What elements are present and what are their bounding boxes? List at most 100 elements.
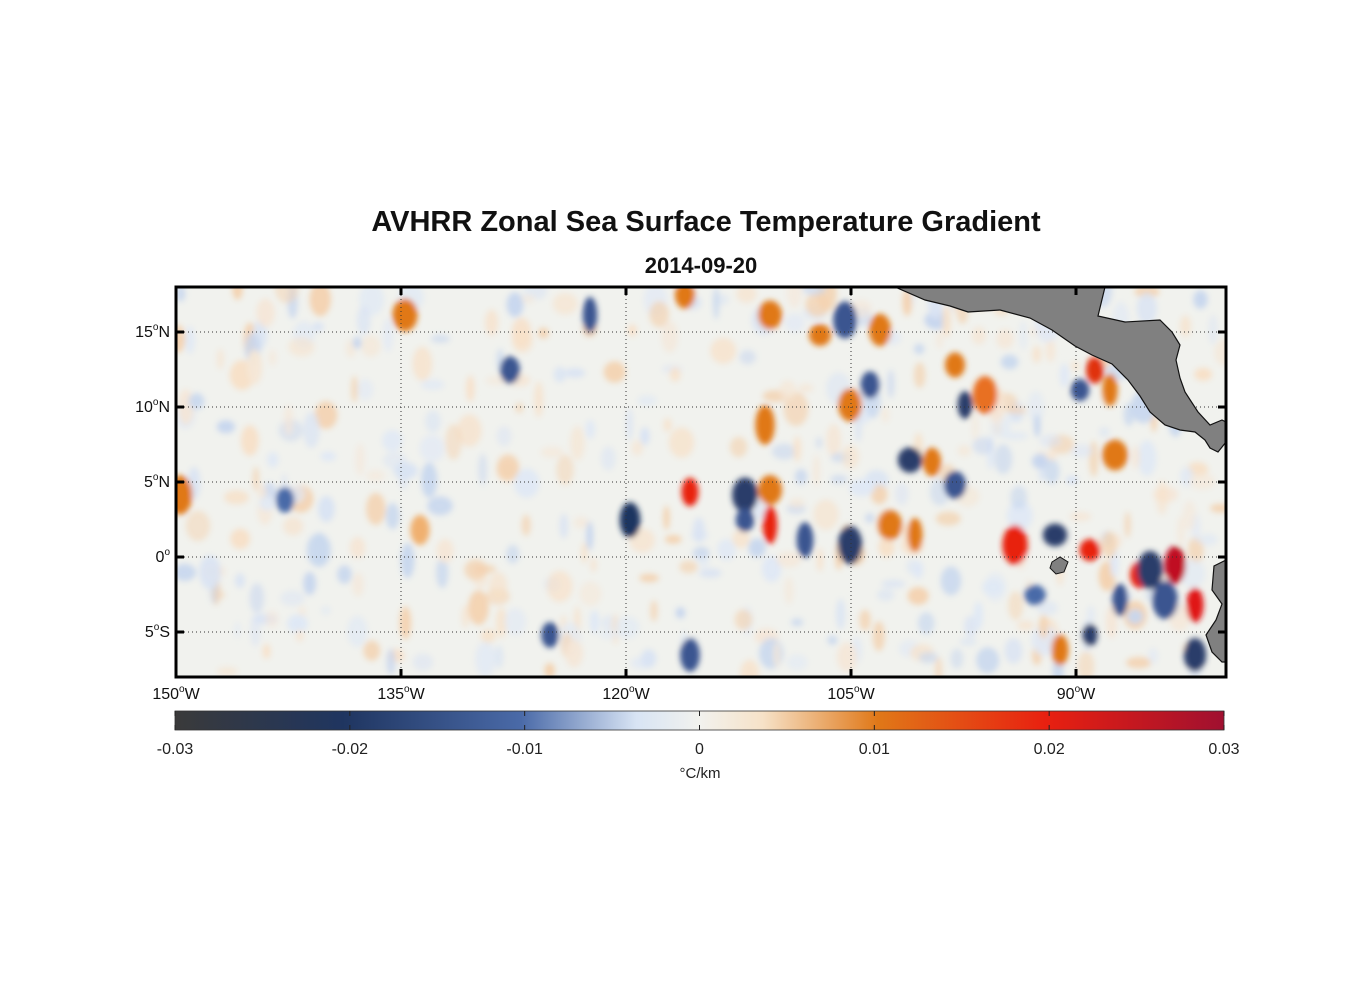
gradient-anomaly	[972, 375, 998, 415]
gradient-anomaly	[897, 447, 923, 473]
gradient-blob	[586, 521, 594, 551]
gradient-blob	[1031, 624, 1058, 656]
gradient-anomaly	[541, 622, 559, 648]
gradient-blob	[259, 495, 276, 511]
gradient-blob	[649, 301, 670, 328]
gradient-blob	[973, 601, 983, 630]
gradient-anomaly	[1024, 584, 1046, 606]
lat-label: 5oS	[144, 622, 170, 641]
gradient-anomaly	[392, 298, 418, 332]
gradient-anomaly	[1042, 523, 1068, 547]
gradient-blob	[295, 629, 304, 642]
gradient-blob	[284, 404, 294, 436]
gradient-blob	[240, 425, 259, 456]
gradient-blob	[789, 498, 805, 509]
gradient-blob	[827, 635, 838, 645]
gradient-anomaly	[837, 525, 863, 565]
land-central-america	[894, 287, 1226, 453]
gradient-blob	[626, 408, 633, 441]
gradient-blob	[1044, 459, 1060, 484]
gradient-blob	[579, 581, 602, 606]
gradient-blob	[1036, 600, 1058, 616]
gradient-blob	[1148, 647, 1159, 665]
gradient-blob	[267, 452, 279, 468]
gradient-blob	[321, 606, 331, 615]
gradient-blob	[786, 287, 802, 309]
gradient-blob	[1008, 591, 1024, 621]
gradient-anomaly	[922, 447, 942, 477]
gradient-anomaly	[1079, 538, 1101, 562]
gradient-blob	[303, 412, 320, 449]
gradient-blob	[464, 559, 488, 581]
gradient-anomaly	[1051, 634, 1069, 666]
gradient-blob	[484, 309, 499, 336]
gradient-blob	[559, 513, 569, 539]
gradient-anomaly	[1085, 356, 1105, 384]
gradient-blob	[887, 369, 895, 399]
gradient-blob	[641, 649, 657, 668]
gradient-blob	[352, 572, 364, 597]
gradient-blob	[786, 654, 808, 671]
gradient-anomaly	[680, 638, 700, 672]
gradient-blob	[1002, 431, 1029, 441]
gradient-blob	[216, 590, 226, 600]
gradient-blob	[1027, 391, 1045, 423]
gradient-blob	[668, 427, 695, 458]
gradient-anomaly	[1102, 373, 1118, 407]
gradient-anomaly	[809, 324, 831, 346]
gradient-blob	[698, 568, 722, 578]
gradient-blob	[1046, 449, 1057, 463]
gradient-anomaly	[877, 509, 903, 541]
gradient-blob	[184, 326, 195, 354]
gradient-blob	[640, 427, 650, 446]
colorbar-unit-label: °C/km	[679, 765, 721, 782]
gradient-blob	[468, 590, 489, 626]
lat-label: 15oN	[135, 322, 170, 341]
gradient-blob	[1077, 651, 1095, 677]
gradient-blob	[315, 532, 324, 565]
gradient-blob	[1188, 536, 1204, 564]
gradient-blob	[859, 609, 871, 631]
gradient-blob	[836, 598, 846, 630]
gradient-blob	[996, 329, 1014, 349]
gradient-blob	[176, 324, 186, 353]
gradient-blob	[794, 468, 808, 485]
gradient-blob	[1198, 533, 1218, 546]
gradient-blob	[1177, 516, 1185, 547]
gradient-blob	[466, 375, 475, 402]
gradient-anomaly	[1102, 439, 1128, 471]
gradient-blob	[798, 383, 814, 393]
gradient-blob	[734, 609, 753, 631]
gradient-blob	[1182, 500, 1196, 531]
gradient-blob	[552, 292, 578, 315]
gradient-blob	[663, 418, 672, 432]
map-ticks	[174, 287, 1226, 677]
gradient-blob	[427, 496, 453, 516]
lat-label: 10oN	[135, 397, 170, 416]
gradient-blob	[430, 334, 451, 343]
gradient-blob	[950, 648, 964, 669]
gradient-blob	[864, 513, 875, 524]
gradient-blob	[679, 560, 698, 574]
gradient-blob	[627, 324, 637, 337]
gradient-blob	[347, 615, 368, 648]
gradient-blob	[826, 423, 842, 457]
gradient-blob	[252, 466, 260, 492]
gradient-blob	[478, 453, 488, 486]
gradient-blob	[940, 566, 962, 596]
gradient-anomaly	[410, 514, 430, 546]
gradient-blob	[848, 478, 875, 497]
gradient-blob	[934, 656, 943, 677]
gradient-blob	[425, 410, 441, 433]
graticule	[176, 287, 1226, 677]
gradient-blob	[480, 629, 497, 643]
gradient-blob	[314, 401, 338, 429]
gradient-blob	[1070, 444, 1094, 458]
colorbar-tick-label: 0	[695, 741, 704, 758]
gradient-blob	[837, 642, 857, 672]
lon-label: 150oW	[152, 684, 200, 703]
gradient-blob	[739, 350, 756, 365]
gradient-blob	[1179, 559, 1206, 589]
lon-label: 105oW	[827, 684, 875, 703]
